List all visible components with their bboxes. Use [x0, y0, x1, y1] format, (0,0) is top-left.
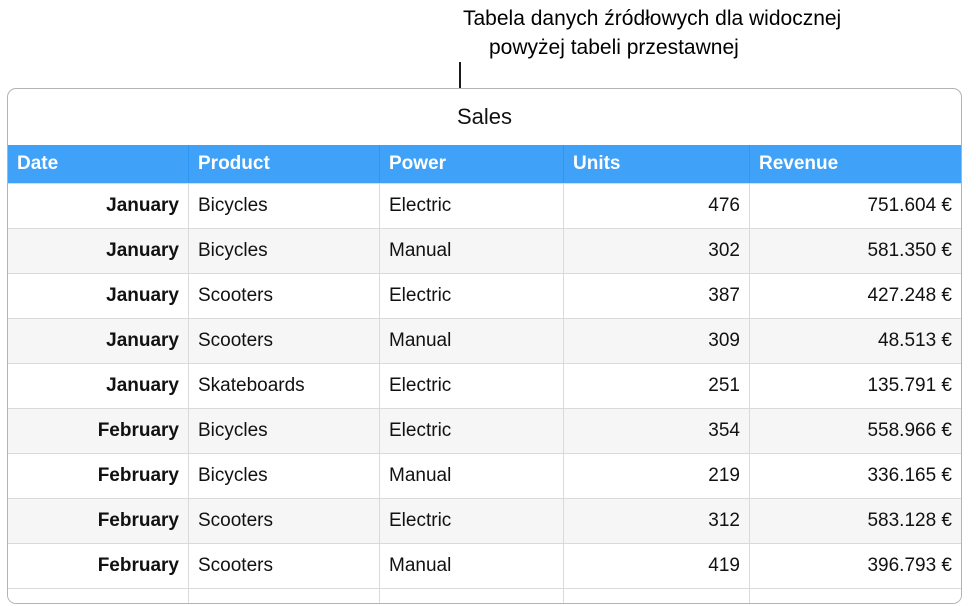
cell-power[interactable]: Electric: [379, 184, 563, 228]
column-header-product[interactable]: Product: [188, 145, 379, 183]
cell-revenue[interactable]: 396.793 €: [749, 544, 961, 588]
column-header-date[interactable]: Date: [17, 153, 59, 174]
cell-power[interactable]: Electric: [379, 274, 563, 318]
cell-units[interactable]: 476: [563, 184, 749, 228]
table-row: February Bicycles Electric 354 558.966 €: [8, 408, 961, 453]
table-header-row: Date Product Power Units Revenue: [8, 145, 961, 183]
cell-power[interactable]: Manual: [379, 544, 563, 588]
partial-row-cutoff: [8, 588, 961, 603]
cell-revenue[interactable]: 581.350 €: [749, 229, 961, 273]
cell-revenue[interactable]: 558.966 €: [749, 409, 961, 453]
cell-power[interactable]: Electric: [379, 364, 563, 408]
cell-units[interactable]: 419: [563, 544, 749, 588]
table-row: January Bicycles Electric 476 751.604 €: [8, 183, 961, 228]
empty-cell: [563, 589, 749, 603]
cell-units[interactable]: 354: [563, 409, 749, 453]
column-header-units[interactable]: Units: [563, 145, 749, 183]
cell-revenue[interactable]: 427.248 €: [749, 274, 961, 318]
cell-date[interactable]: February: [97, 465, 179, 486]
cell-units[interactable]: 219: [563, 454, 749, 498]
cell-date[interactable]: February: [97, 555, 179, 576]
cell-product[interactable]: Scooters: [188, 319, 379, 363]
table-row: February Scooters Manual 419 396.793 €: [8, 543, 961, 588]
cell-units[interactable]: 312: [563, 499, 749, 543]
cell-product[interactable]: Scooters: [188, 544, 379, 588]
cell-product[interactable]: Skateboards: [188, 364, 379, 408]
table-row: January Scooters Manual 309 48.513 €: [8, 318, 961, 363]
cell-revenue[interactable]: 751.604 €: [749, 184, 961, 228]
sales-table: Sales Date Product Power Units Revenue J…: [7, 88, 962, 604]
cell-units[interactable]: 387: [563, 274, 749, 318]
cell-revenue[interactable]: 135.791 €: [749, 364, 961, 408]
cell-date[interactable]: January: [106, 375, 179, 396]
empty-cell: [379, 589, 563, 603]
cell-power[interactable]: Electric: [379, 499, 563, 543]
callout-connector-line: [459, 62, 461, 88]
cell-power[interactable]: Electric: [379, 409, 563, 453]
cell-power[interactable]: Manual: [379, 319, 563, 363]
cell-product[interactable]: Scooters: [188, 274, 379, 318]
cell-product[interactable]: Scooters: [188, 499, 379, 543]
column-header-revenue[interactable]: Revenue: [749, 145, 961, 183]
annotation-line-2: powyżej tabeli przestawnej: [489, 36, 739, 59]
cell-units[interactable]: 302: [563, 229, 749, 273]
cell-date[interactable]: February: [97, 420, 179, 441]
cell-power[interactable]: Manual: [379, 454, 563, 498]
table-row: February Scooters Electric 312 583.128 €: [8, 498, 961, 543]
cell-date[interactable]: January: [106, 330, 179, 351]
callout-annotation: Tabela danych źródłowych dla widocznej p…: [463, 4, 841, 62]
cell-revenue[interactable]: 583.128 €: [749, 499, 961, 543]
empty-cell: [749, 589, 961, 603]
cell-units[interactable]: 251: [563, 364, 749, 408]
cell-date[interactable]: February: [97, 510, 179, 531]
table-row: January Scooters Electric 387 427.248 €: [8, 273, 961, 318]
cell-units[interactable]: 309: [563, 319, 749, 363]
cell-revenue[interactable]: 48.513 €: [749, 319, 961, 363]
cell-date[interactable]: January: [106, 285, 179, 306]
cell-product[interactable]: Bicycles: [188, 229, 379, 273]
cell-power[interactable]: Manual: [379, 229, 563, 273]
table-row: January Bicycles Manual 302 581.350 €: [8, 228, 961, 273]
table-body: January Bicycles Electric 476 751.604 € Janua…: [8, 183, 961, 603]
empty-cell: [188, 589, 379, 603]
cell-product[interactable]: Bicycles: [188, 409, 379, 453]
table-title[interactable]: Sales: [456, 104, 513, 129]
column-header-power[interactable]: Power: [379, 145, 563, 183]
cell-product[interactable]: Bicycles: [188, 454, 379, 498]
annotation-line-1: Tabela danych źródłowych dla widocznej: [463, 7, 842, 30]
cell-product[interactable]: Bicycles: [188, 184, 379, 228]
table-row: February Bicycles Manual 219 336.165 €: [8, 453, 961, 498]
table-row: January Skateboards Electric 251 135.791 €: [8, 363, 961, 408]
cell-date[interactable]: January: [106, 195, 179, 216]
cell-revenue[interactable]: 336.165 €: [749, 454, 961, 498]
cell-date[interactable]: January: [106, 240, 179, 261]
empty-cell: [8, 589, 188, 603]
